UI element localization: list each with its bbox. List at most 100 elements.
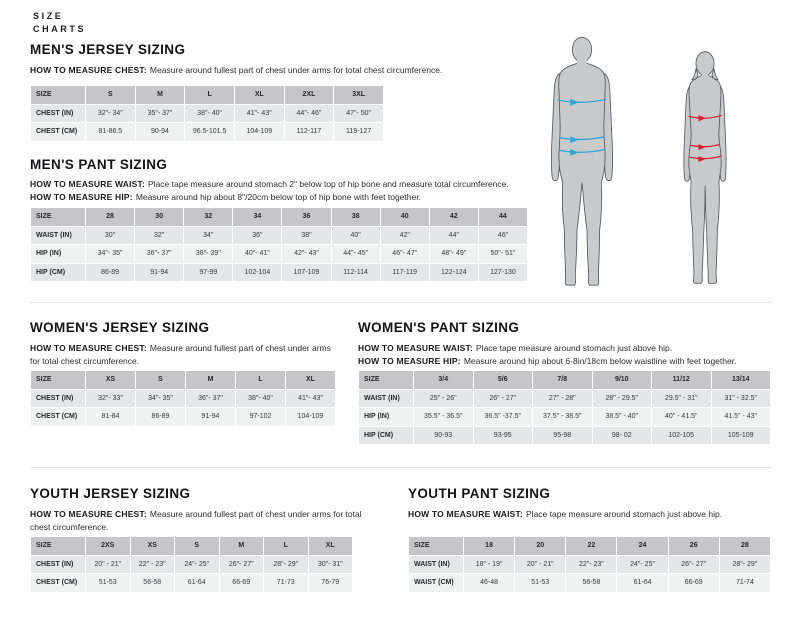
table-cell: 41"- 43" (285, 388, 336, 408)
waist-arrow-icon (698, 144, 706, 151)
table-row: CHEST (IN) 20" - 21" 22" - 23" 24"- 25" 26"-… (30, 554, 353, 574)
table-col-header: 3/4 (413, 370, 474, 390)
table-cell: 46"- 47" (379, 244, 430, 264)
section-divider (30, 467, 771, 468)
table-row: HIP (IN) 35.5" - 36.5" 36.5" -37.5" 37.5" -… (358, 407, 771, 427)
chest-measure-line (557, 98, 607, 104)
hip-arrow-icon (698, 156, 706, 163)
table-row: WAIST (IN) 18" - 19" 20" - 21" 22"- 23" 24"-… (408, 554, 772, 574)
table-row-label: CHEST (IN) (30, 103, 86, 123)
female-hair-right (711, 68, 719, 81)
table-row: HIP (IN) 34"- 35" 36"- 37" 38"- 39" 40"- 41"… (30, 244, 529, 264)
measure-text: Measure around fullest part of chest und… (30, 509, 362, 532)
table-col-header: 24 (616, 536, 669, 556)
table-cell: 97-102 (235, 407, 286, 427)
youth-pant-measure-note: HOW TO MEASURE WAIST: Place tape measure … (408, 508, 788, 521)
table-cell: 20" - 21" (514, 554, 567, 574)
table-cell: 71-73 (263, 573, 309, 593)
table-corner-header: SIZE (30, 85, 86, 105)
table-row: CHEST (CM) 51-53 56-58 61-64 66-69 71-73 76-79 (30, 573, 353, 593)
table-col-header: M (185, 370, 236, 390)
table-col-header: 34 (232, 207, 283, 227)
youth-jersey-title: YOUTH JERSEY SIZING (30, 486, 191, 501)
table-col-header: XL (307, 536, 353, 556)
waist-arrow-icon (570, 136, 579, 144)
table-row: CHEST (IN) 32"- 33" 34"- 35" 36"- 37" 38"- 4… (30, 388, 336, 408)
table-row-label: WAIST (IN) (30, 225, 86, 245)
table-row-label: CHEST (CM) (30, 407, 86, 427)
table-corner-header: SIZE (358, 370, 414, 390)
table-cell: 34"- 35" (84, 244, 136, 264)
table-col-header: XS (129, 536, 175, 556)
table-col-header: 28 (84, 207, 136, 227)
size-table: SIZE 28 30 32 34 36 38 40 42 44 WAIST (IN) 30" 32" 34… (30, 207, 529, 282)
table-cell: 30"- 31" (307, 554, 353, 574)
table-row-label: HIP (CM) (358, 425, 414, 445)
table-cell: 81-86.5 (85, 122, 136, 142)
table-col-header: 38 (330, 207, 381, 227)
womens-jersey-measure-note: HOW TO MEASURE CHEST: Measure around full… (30, 342, 338, 367)
table-col-header: 9/10 (591, 370, 652, 390)
table-cell: 50"- 51" (477, 244, 529, 264)
size-table: SIZE XS S M L XL CHEST (IN) 32"- 33" 34"- 35" 36"… (30, 370, 336, 427)
table-cell: 47"- 50" (333, 103, 384, 123)
table-cell: 37.5" - 38.5" (532, 407, 593, 427)
female-hair-left (691, 68, 699, 81)
mens-pant-title: MEN'S PANT SIZING (30, 157, 168, 172)
table-cell: 127-130 (477, 262, 529, 282)
table-col-header: 13/14 (710, 370, 771, 390)
table-cell: 86-89 (135, 407, 186, 427)
table-cell: 22" - 23" (129, 554, 175, 574)
mens-jersey-table: SIZE S M L XL 2XL 3XL CHEST (IN) 32"- 34" 35"- 37… (30, 85, 384, 142)
table-cell: 51-53 (85, 573, 131, 593)
table-col-header: 26 (667, 536, 720, 556)
table-cell: 93-95 (472, 425, 533, 445)
table-row: CHEST (CM) 81-84 86-89 91-94 97-102 104-109 (30, 407, 336, 427)
female-body (688, 75, 722, 284)
table-cell: 38"- 40" (184, 103, 235, 123)
table-cell: 18" - 19" (462, 554, 516, 574)
female-head (695, 51, 715, 76)
mens-jersey-title: MEN'S JERSEY SIZING (30, 42, 186, 57)
table-cell: 44"- 46" (283, 103, 335, 123)
table-col-header: 42 (428, 207, 479, 227)
table-row: HIP (CM) 86-89 91-94 97-99 102-104 107-109 112… (30, 262, 529, 282)
womens-pant-title: WOMEN'S PANT SIZING (358, 320, 520, 335)
measure-label: HOW TO MEASURE WAIST: (30, 179, 146, 189)
table-cell: 86-89 (84, 262, 136, 282)
womens-jersey-table: SIZE XS S M L XL CHEST (IN) 32"- 33" 34"- 35" 36"… (30, 370, 336, 427)
table-cell: 27" - 28" (532, 388, 593, 408)
measure-label: HOW TO MEASURE CHEST: (30, 343, 147, 353)
table-cell: 36"- 37" (185, 388, 236, 408)
table-row-label: WAIST (CM) (408, 573, 464, 593)
male-figure-illustration (550, 36, 614, 286)
table-cell: 56-58 (129, 573, 175, 593)
table-col-header: 5/6 (472, 370, 533, 390)
table-cell: 40" (330, 225, 381, 245)
table-cell: 40" - 41.5" (651, 407, 712, 427)
table-corner-header: SIZE (30, 207, 86, 227)
table-cell: 42" (379, 225, 430, 245)
measure-label: HOW TO MEASURE WAIST: (408, 509, 524, 519)
table-cell: 95-98 (532, 425, 593, 445)
table-col-header: 32 (183, 207, 234, 227)
table-cell: 24"- 25" (616, 554, 669, 574)
table-col-header: 7/8 (532, 370, 593, 390)
measure-text: Place tape measure around stomach just a… (526, 509, 723, 519)
size-table: SIZE S M L XL 2XL 3XL CHEST (IN) 32"- 34" 35"- 37… (30, 85, 384, 142)
table-cell: 91-94 (134, 262, 185, 282)
measure-label: HOW TO MEASURE CHEST: (30, 65, 147, 75)
table-cell: 122-124 (428, 262, 479, 282)
table-cell: 28"- 29" (263, 554, 309, 574)
female-figure-illustration (683, 51, 727, 284)
table-cell: 30" (84, 225, 136, 245)
table-row-label: HIP (IN) (30, 244, 86, 264)
brand-line-1: SIZE (33, 11, 64, 21)
table-cell: 25" - 26" (413, 388, 474, 408)
size-table: SIZE 2XS XS S M L XL CHEST (IN) 20" - 21" 22" - 2… (30, 536, 353, 593)
table-cell: 44"- 45" (330, 244, 381, 264)
table-cell: 31" - 32.5" (710, 388, 771, 408)
table-cell: 36"- 37" (134, 244, 185, 264)
table-cell: 38"- 40" (235, 388, 286, 408)
table-col-header: 18 (462, 536, 516, 556)
